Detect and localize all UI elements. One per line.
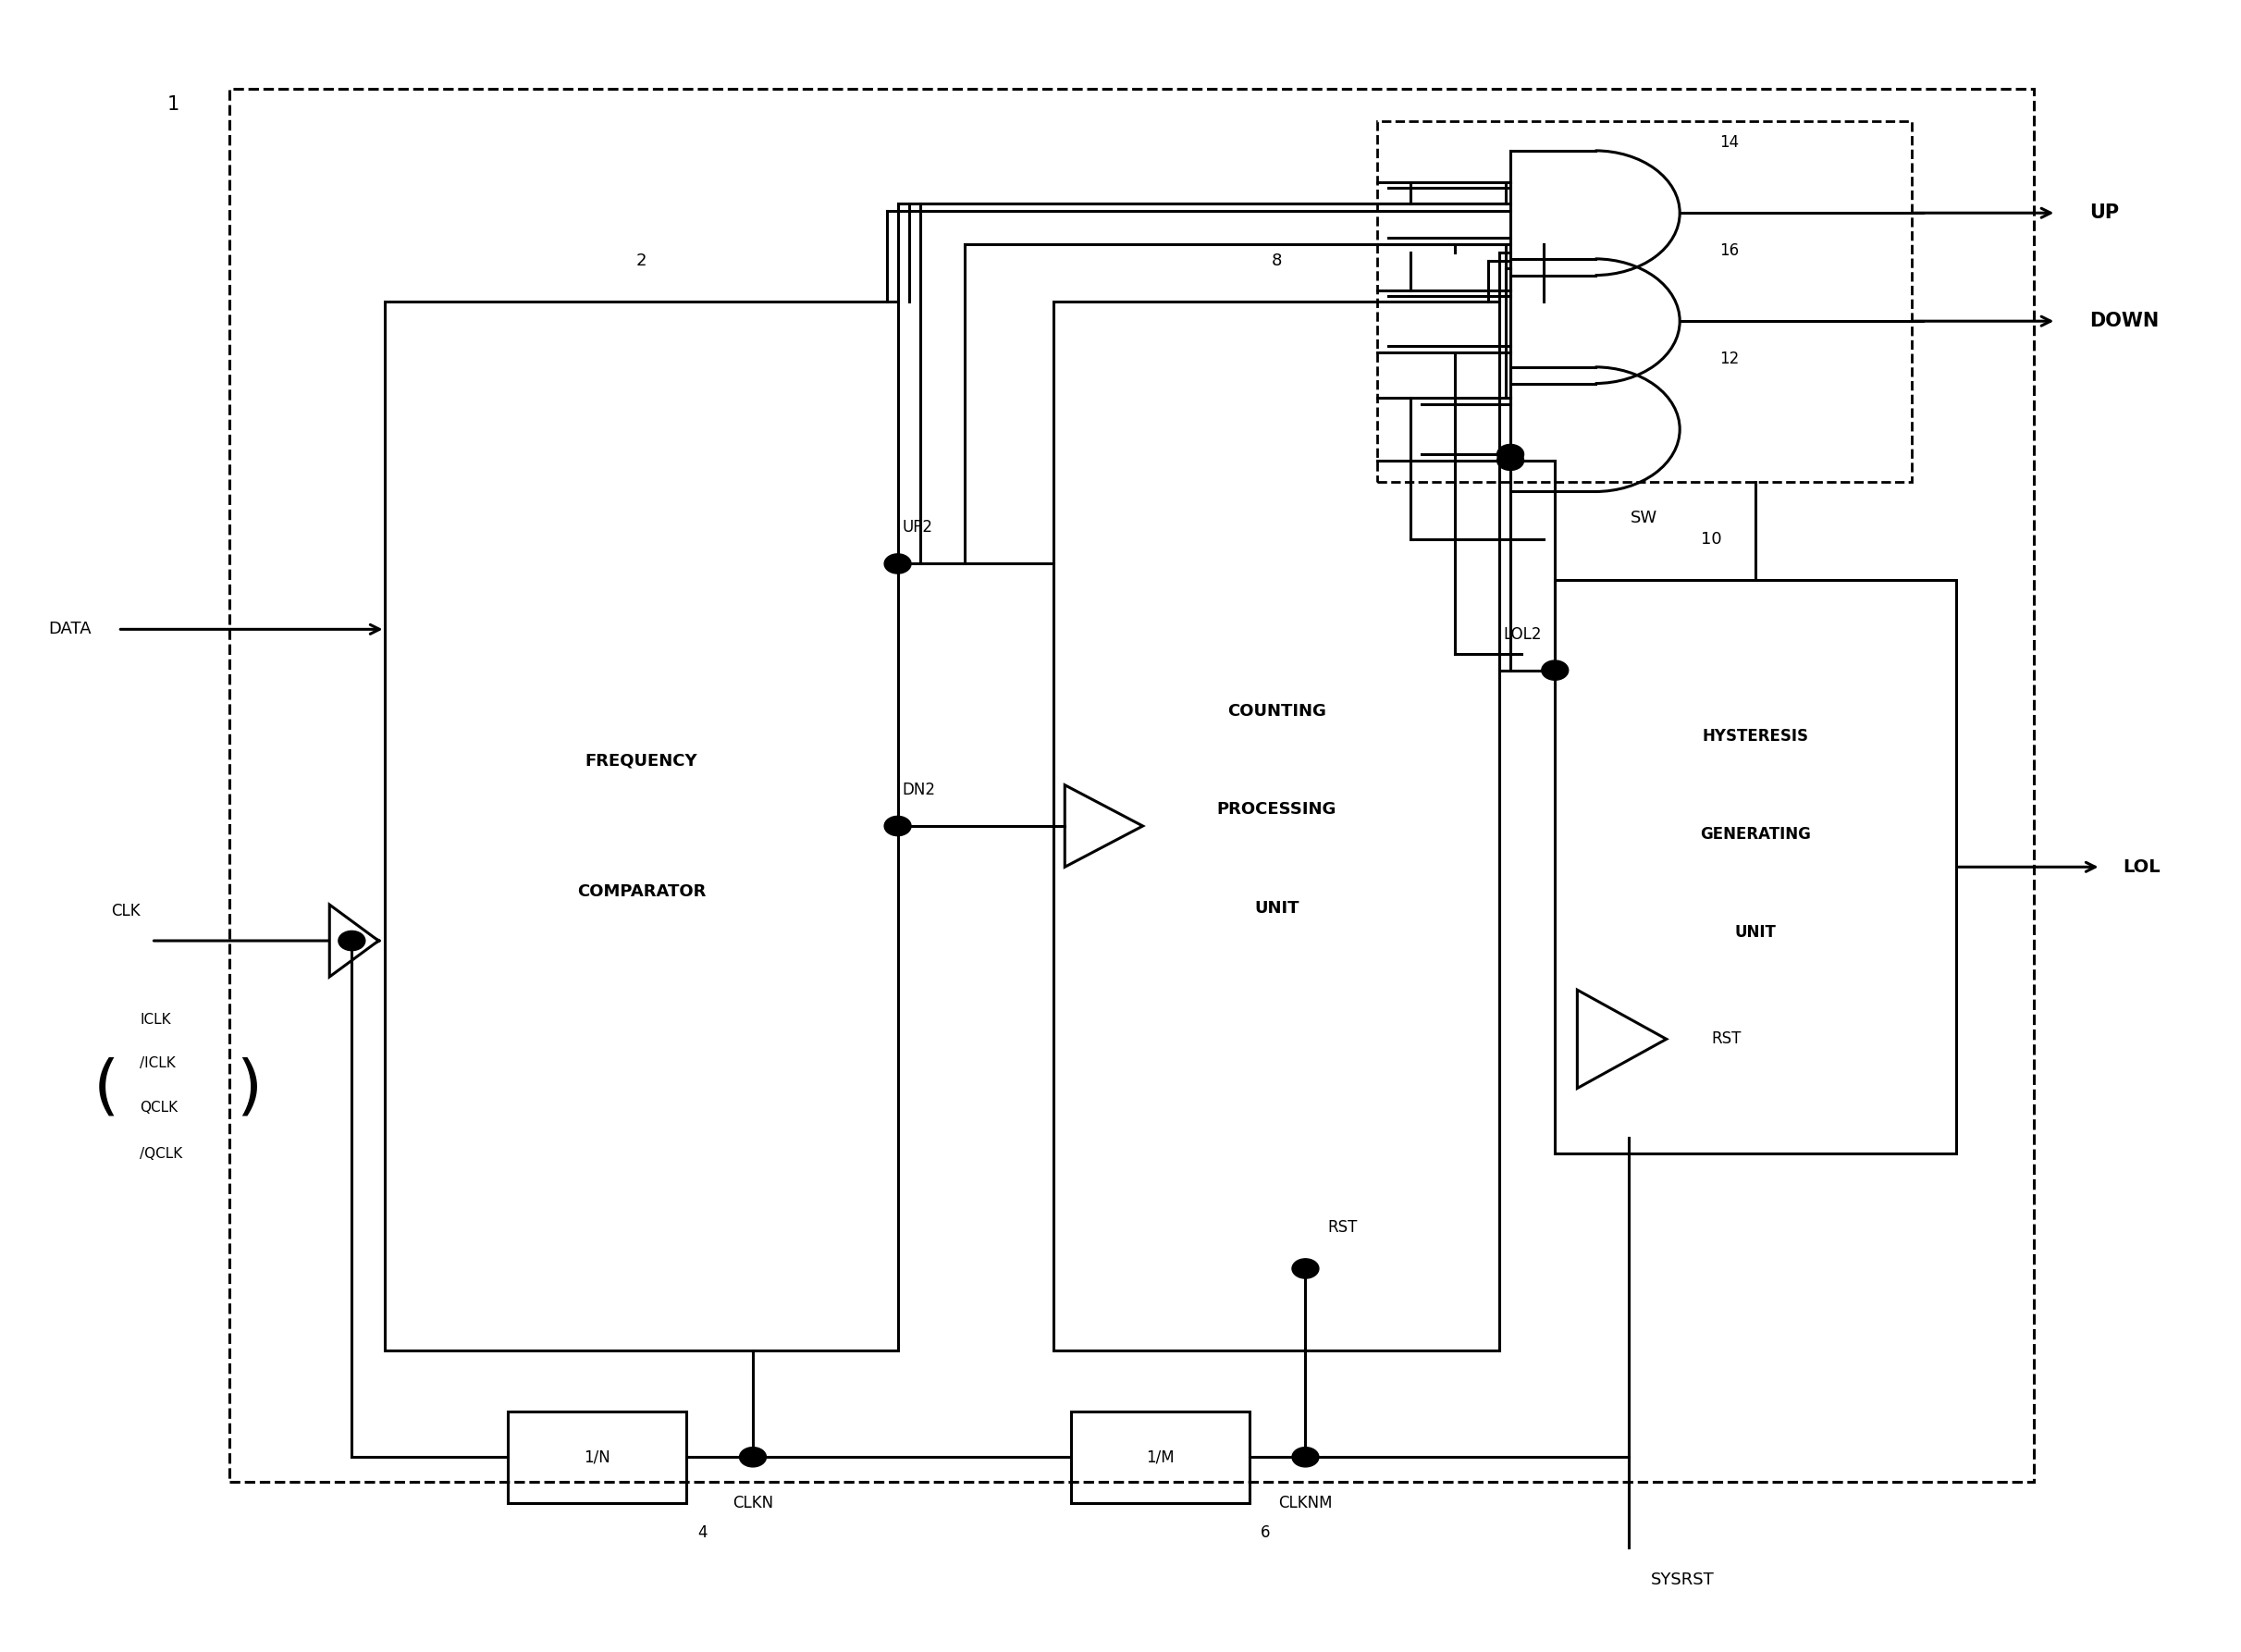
Text: UNIT: UNIT <box>1255 900 1300 917</box>
Bar <box>229 88 2035 1482</box>
Text: COMPARATOR: COMPARATOR <box>576 884 706 900</box>
Text: RST: RST <box>1327 1219 1358 1236</box>
Text: 6: 6 <box>1262 1525 1271 1541</box>
Text: 4: 4 <box>697 1525 706 1541</box>
Text: UP: UP <box>2091 203 2120 223</box>
Text: 2: 2 <box>636 253 648 269</box>
Text: CLK: CLK <box>110 904 141 920</box>
Text: CLKNM: CLKNM <box>1277 1495 1333 1512</box>
Bar <box>1376 121 1912 482</box>
Circle shape <box>740 1447 766 1467</box>
Text: CLKN: CLKN <box>733 1495 773 1512</box>
Bar <box>1555 580 1956 1153</box>
Bar <box>385 301 899 1351</box>
Text: LOL: LOL <box>2122 857 2160 876</box>
Circle shape <box>1497 451 1524 471</box>
Text: SYSRST: SYSRST <box>1652 1571 1714 1588</box>
Text: 12: 12 <box>1719 350 1739 367</box>
Bar <box>1053 301 1499 1351</box>
Text: SW: SW <box>1631 509 1658 527</box>
Circle shape <box>338 932 365 950</box>
Text: 1/N: 1/N <box>583 1449 610 1465</box>
Circle shape <box>1542 661 1569 681</box>
Polygon shape <box>329 905 379 976</box>
Text: DATA: DATA <box>47 621 92 638</box>
Text: RST: RST <box>1710 1031 1741 1047</box>
Text: 8: 8 <box>1271 253 1282 269</box>
Text: UP2: UP2 <box>903 519 932 535</box>
Circle shape <box>885 816 912 836</box>
Bar <box>1071 1411 1250 1503</box>
Text: HYSTERESIS: HYSTERESIS <box>1703 727 1808 743</box>
Text: 16: 16 <box>1719 243 1739 259</box>
Text: 1: 1 <box>168 96 179 114</box>
Bar <box>509 1411 686 1503</box>
Text: GENERATING: GENERATING <box>1701 826 1811 843</box>
Text: /ICLK: /ICLK <box>141 1057 177 1070</box>
Text: LOL2: LOL2 <box>1504 626 1542 643</box>
Text: 14: 14 <box>1719 134 1739 150</box>
Text: QCLK: QCLK <box>141 1100 177 1115</box>
Text: PROCESSING: PROCESSING <box>1217 801 1336 818</box>
Circle shape <box>1293 1447 1318 1467</box>
Text: (: ( <box>94 1056 119 1120</box>
Text: UNIT: UNIT <box>1735 923 1777 942</box>
Text: FREQUENCY: FREQUENCY <box>585 752 697 768</box>
Text: 10: 10 <box>1701 530 1721 547</box>
Circle shape <box>885 553 912 573</box>
Text: DN2: DN2 <box>903 781 934 798</box>
Circle shape <box>1293 1259 1318 1279</box>
Text: COUNTING: COUNTING <box>1228 704 1327 720</box>
Text: /QCLK: /QCLK <box>141 1146 184 1161</box>
Text: ): ) <box>235 1056 262 1120</box>
Text: DOWN: DOWN <box>2091 312 2160 330</box>
Circle shape <box>1497 444 1524 464</box>
Text: ICLK: ICLK <box>141 1013 170 1026</box>
Text: 1/M: 1/M <box>1147 1449 1174 1465</box>
